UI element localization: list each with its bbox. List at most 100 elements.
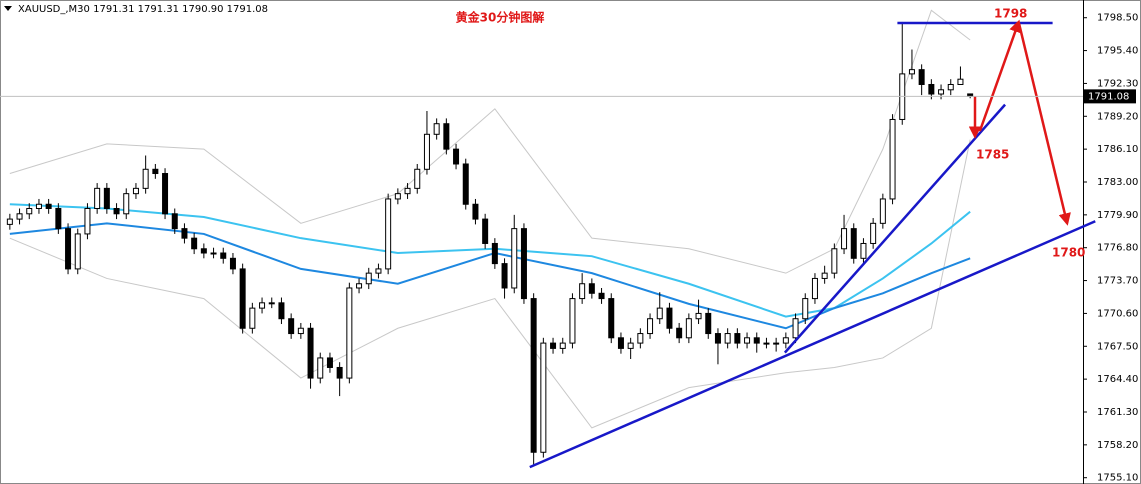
candle-body [811,277,818,300]
candle-body [472,203,479,220]
candle-body [637,333,644,344]
candle-body [113,207,120,215]
candle-body [569,298,576,344]
candle-body [26,207,33,215]
candle-body [850,228,857,259]
candle-body [656,307,663,320]
candle-body [297,327,304,335]
y-tick-label: 1792.30 [1097,78,1138,89]
candle-body [957,78,964,85]
candle-body [414,168,421,189]
y-tick-label: 1764.40 [1097,374,1138,385]
candle-body [540,342,547,453]
candle-body [16,213,23,220]
candle-body [249,307,256,329]
candle-body [210,252,217,255]
candle-body [802,298,809,320]
arrow [1017,21,1071,226]
candle-body [879,198,886,224]
candle-body [550,342,557,349]
candle-body [423,133,430,170]
candle-body [462,163,469,205]
candle-body [947,83,954,91]
candle-body [346,287,353,379]
y-tick-label: 1789.20 [1097,111,1138,122]
plot-area [6,9,1096,469]
candle-body [394,193,401,200]
candle-body [94,187,101,209]
candle-body [753,337,760,344]
candle-body [385,198,392,270]
candle-body [6,218,13,225]
y-tick-label: 1767.50 [1097,341,1138,352]
last-price-box [1084,89,1136,104]
candle-body [588,283,595,294]
candle-body [268,302,275,305]
y-tick-label: 1795.40 [1097,46,1138,57]
menu-icon [4,6,12,11]
indicator-line [9,139,971,429]
annotation: 1785 [976,148,1009,162]
candle-body [511,228,518,289]
candle-body [278,302,285,320]
candle-body [200,248,207,254]
last-price-label: 1791.08 [1088,91,1129,102]
candle-body [870,222,877,244]
candle-body [734,333,741,344]
candle-body [831,248,838,274]
candle-body [162,173,169,215]
candle-body [482,218,489,244]
candle-body [773,342,780,345]
candle-body [404,187,411,195]
y-tick-label: 1798.50 [1097,13,1138,24]
candle-body [181,228,188,239]
candle-body [55,207,62,230]
annotation: 1780 [1052,246,1085,260]
candle-body [928,83,935,95]
candle-body [326,357,333,368]
header: XAUUSD_,M30 1791.31 1791.31 1790.90 1791… [18,4,268,15]
candle-body [714,333,721,344]
candle-body [724,333,731,344]
candle-body [65,228,72,270]
indicator-line [9,203,971,318]
candle-body [705,312,712,335]
candle-body [152,168,159,175]
candle-body [627,342,634,349]
candle-body [171,213,178,230]
y-tick-label: 1779.90 [1097,210,1138,221]
candle-body [666,307,673,329]
indicator-line [9,9,971,274]
candle-body [792,318,799,339]
indicator-line [9,222,971,330]
y-tick-label: 1783.00 [1097,177,1138,188]
candle-body [132,187,139,195]
candle-body [191,237,198,250]
candle-body [365,272,372,285]
candle-body [598,292,605,300]
y-tick-label: 1770.60 [1097,308,1138,319]
candle-body [220,252,227,259]
candle-body [288,318,295,335]
candle-body [142,168,149,189]
candle-body [520,228,527,300]
candle-body [841,228,848,250]
y-tick-label: 1776.80 [1097,243,1138,254]
candle-body [530,298,537,453]
candle-body [307,327,314,379]
trend-line [529,220,1096,469]
candle-body [45,203,52,209]
candle-body [763,342,770,345]
candle-body [908,69,915,75]
candle-body [103,187,110,209]
candle-body [559,342,566,349]
annotation: 1798 [994,7,1027,21]
arrow [978,19,1022,132]
candle-body [259,302,266,309]
candle-body [433,123,440,135]
candle-body [453,148,460,165]
candle-body [685,318,692,339]
